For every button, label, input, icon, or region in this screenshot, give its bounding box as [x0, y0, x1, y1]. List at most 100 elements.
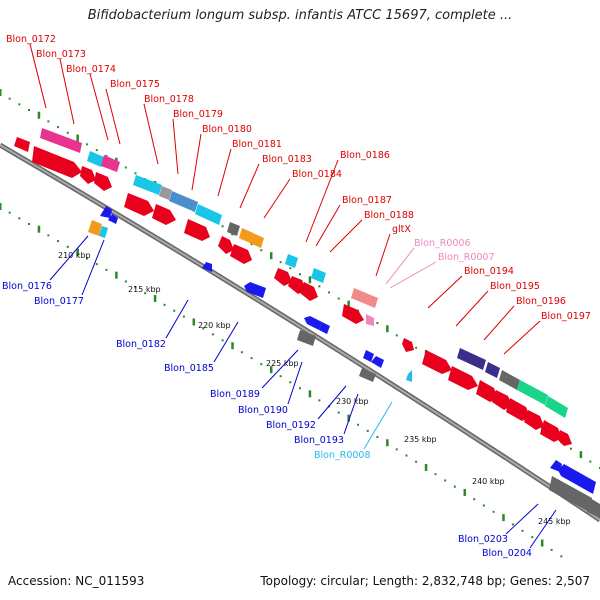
- gc-dot: [269, 366, 273, 374]
- label-blon-0177[interactable]: Blon_0177: [34, 296, 84, 307]
- gene-blon-0194d[interactable]: [448, 366, 478, 390]
- gene-blon-0197b[interactable]: [545, 396, 568, 418]
- gene-blon-0182[interactable]: [202, 262, 212, 272]
- gene-blon-0197[interactable]: [517, 380, 548, 405]
- gene-blon-0172[interactable]: [40, 128, 82, 153]
- gene-blon-0177[interactable]: [99, 226, 108, 238]
- gene-blon-0185[interactable]: [244, 282, 266, 298]
- map-title: Bifidobacterium longum subsp. infantis A…: [87, 8, 513, 23]
- gene-blon-0194b[interactable]: [402, 338, 414, 352]
- gene-blon-0173[interactable]: [32, 146, 82, 178]
- label-blon-0178[interactable]: Blon_0178: [144, 94, 194, 105]
- gene-blon-0184b[interactable]: [152, 204, 176, 225]
- gene-blon-0189b[interactable]: [319, 322, 330, 334]
- gene-blon-0188e[interactable]: [300, 282, 318, 301]
- gene-blon-0197d[interactable]: [540, 420, 562, 442]
- gene-blon-0180[interactable]: [133, 175, 162, 195]
- gene-blon-0188c[interactable]: [274, 268, 292, 286]
- label-blon-0196[interactable]: Blon_0196: [516, 296, 566, 307]
- label-blon-0180[interactable]: Blon_0180: [202, 124, 252, 135]
- rna-bottom-leader: [363, 401, 393, 450]
- gc-dot: [492, 510, 495, 513]
- gc-dot: [279, 261, 282, 264]
- label-blon-r0006[interactable]: Blon_R0006: [414, 238, 471, 249]
- label-blon-0184[interactable]: Blon_0184: [292, 169, 342, 180]
- gene-blon-0196c[interactable]: [506, 398, 530, 421]
- label-blon-0188[interactable]: Blon_0188: [364, 210, 414, 221]
- gene-blon-0203[interactable]: [549, 476, 592, 512]
- label-blon-0195[interactable]: Blon_0195: [490, 281, 540, 292]
- gene-blon-0188[interactable]: [285, 254, 298, 268]
- gene-blon-0178[interactable]: [80, 166, 96, 184]
- gc-dot: [550, 548, 553, 551]
- gc-dot: [279, 375, 282, 378]
- label-blon-0179[interactable]: Blon_0179: [173, 109, 223, 120]
- gc-dot: [521, 529, 524, 532]
- gc-dot: [386, 325, 389, 333]
- label-blon-0176[interactable]: Blon_0176: [2, 281, 52, 292]
- gene-blon-0179[interactable]: [94, 172, 112, 191]
- genome-summary-text: Topology: circular; Length: 2,832,748 bp…: [260, 574, 590, 588]
- gene-blon-0194a[interactable]: [342, 304, 364, 324]
- gene-blon-0194c[interactable]: [422, 350, 452, 374]
- gene-blon-0186[interactable]: [227, 222, 240, 236]
- label-blon-0183[interactable]: Blon_0183: [262, 154, 312, 165]
- label-blon-0186[interactable]: Blon_0186: [340, 150, 390, 161]
- gene-blon-0195[interactable]: [485, 362, 500, 378]
- gene-blon-0187[interactable]: [239, 228, 264, 248]
- gene-blon-0184[interactable]: [195, 204, 222, 225]
- gene-blon-0181[interactable]: [159, 186, 172, 200]
- gene-blon-0184c[interactable]: [184, 219, 210, 241]
- gene-blon-0196[interactable]: [499, 370, 520, 390]
- gene-blon-0189[interactable]: [304, 316, 322, 330]
- gene-blon-0188b[interactable]: [311, 268, 326, 283]
- gene-blon-0177b[interactable]: [108, 214, 118, 224]
- gene-blon-0203b[interactable]: [558, 464, 596, 494]
- gene-blon-0192[interactable]: [363, 350, 374, 362]
- label-blon-0194[interactable]: Blon_0194: [464, 266, 514, 277]
- label-blon-0174[interactable]: Blon_0174: [66, 64, 116, 75]
- gene-blon-0176b[interactable]: [100, 206, 112, 218]
- gene-blon-0174b[interactable]: [14, 137, 30, 152]
- gene-blon-0196b[interactable]: [492, 390, 512, 410]
- tick-220: 220 kbp: [198, 321, 231, 330]
- gene-blon-0183b[interactable]: [124, 193, 154, 216]
- gene-blon-0176[interactable]: [88, 220, 102, 236]
- label-blon-0172[interactable]: Blon_0172: [6, 34, 56, 45]
- gene-blon-0192b[interactable]: [371, 356, 384, 368]
- label-blon-0173[interactable]: Blon_0173: [36, 49, 86, 60]
- gene-blon-0197e[interactable]: [558, 430, 572, 446]
- label-blon-0187[interactable]: Blon_0187: [342, 195, 392, 206]
- label-blon-0190[interactable]: Blon_0190: [238, 405, 288, 416]
- label-blon-0182[interactable]: Blon_0182: [116, 339, 166, 350]
- gene-blon-0183[interactable]: [169, 191, 198, 212]
- gc-dot: [386, 439, 389, 447]
- label-blon-0192[interactable]: Blon_0192: [266, 420, 316, 431]
- gene-blon-0204[interactable]: [587, 498, 600, 518]
- label-blon-0193[interactable]: Blon_0193: [294, 435, 344, 446]
- gene-blon-0197c[interactable]: [524, 410, 544, 430]
- label-blon-0185[interactable]: Blon_0185: [164, 363, 214, 374]
- gene-blon-0194[interactable]: [457, 348, 486, 370]
- gc-dot: [173, 309, 176, 312]
- gene-blon-0187b[interactable]: [230, 244, 252, 264]
- rna-blon-r0008[interactable]: [406, 370, 412, 382]
- label-blon-0189[interactable]: Blon_0189: [210, 389, 260, 400]
- gene-blon-0186b[interactable]: [218, 236, 234, 254]
- label-blon-r0008[interactable]: Blon_R0008: [314, 450, 371, 461]
- gene-blon-0190[interactable]: [297, 330, 316, 346]
- rna-blon-r0006[interactable]: [366, 314, 374, 326]
- gene-blon-0174[interactable]: [87, 151, 104, 167]
- label-blon-0197[interactable]: Blon_0197: [541, 311, 591, 322]
- gene-blon-0175[interactable]: [101, 155, 120, 172]
- label-blon-0204[interactable]: Blon_0204: [482, 548, 532, 559]
- label-blon-0203[interactable]: Blon_0203: [458, 534, 508, 545]
- gene-gltX[interactable]: [351, 288, 378, 308]
- gene-blon-0193[interactable]: [359, 368, 376, 382]
- label-blon-0181[interactable]: Blon_0181: [232, 139, 282, 150]
- gene-blon-0195b[interactable]: [476, 380, 498, 402]
- label-blon-r0007[interactable]: Blon_R0007: [438, 252, 495, 263]
- label-blon-0175[interactable]: Blon_0175: [110, 79, 160, 90]
- label-gltX[interactable]: gltX: [392, 224, 411, 235]
